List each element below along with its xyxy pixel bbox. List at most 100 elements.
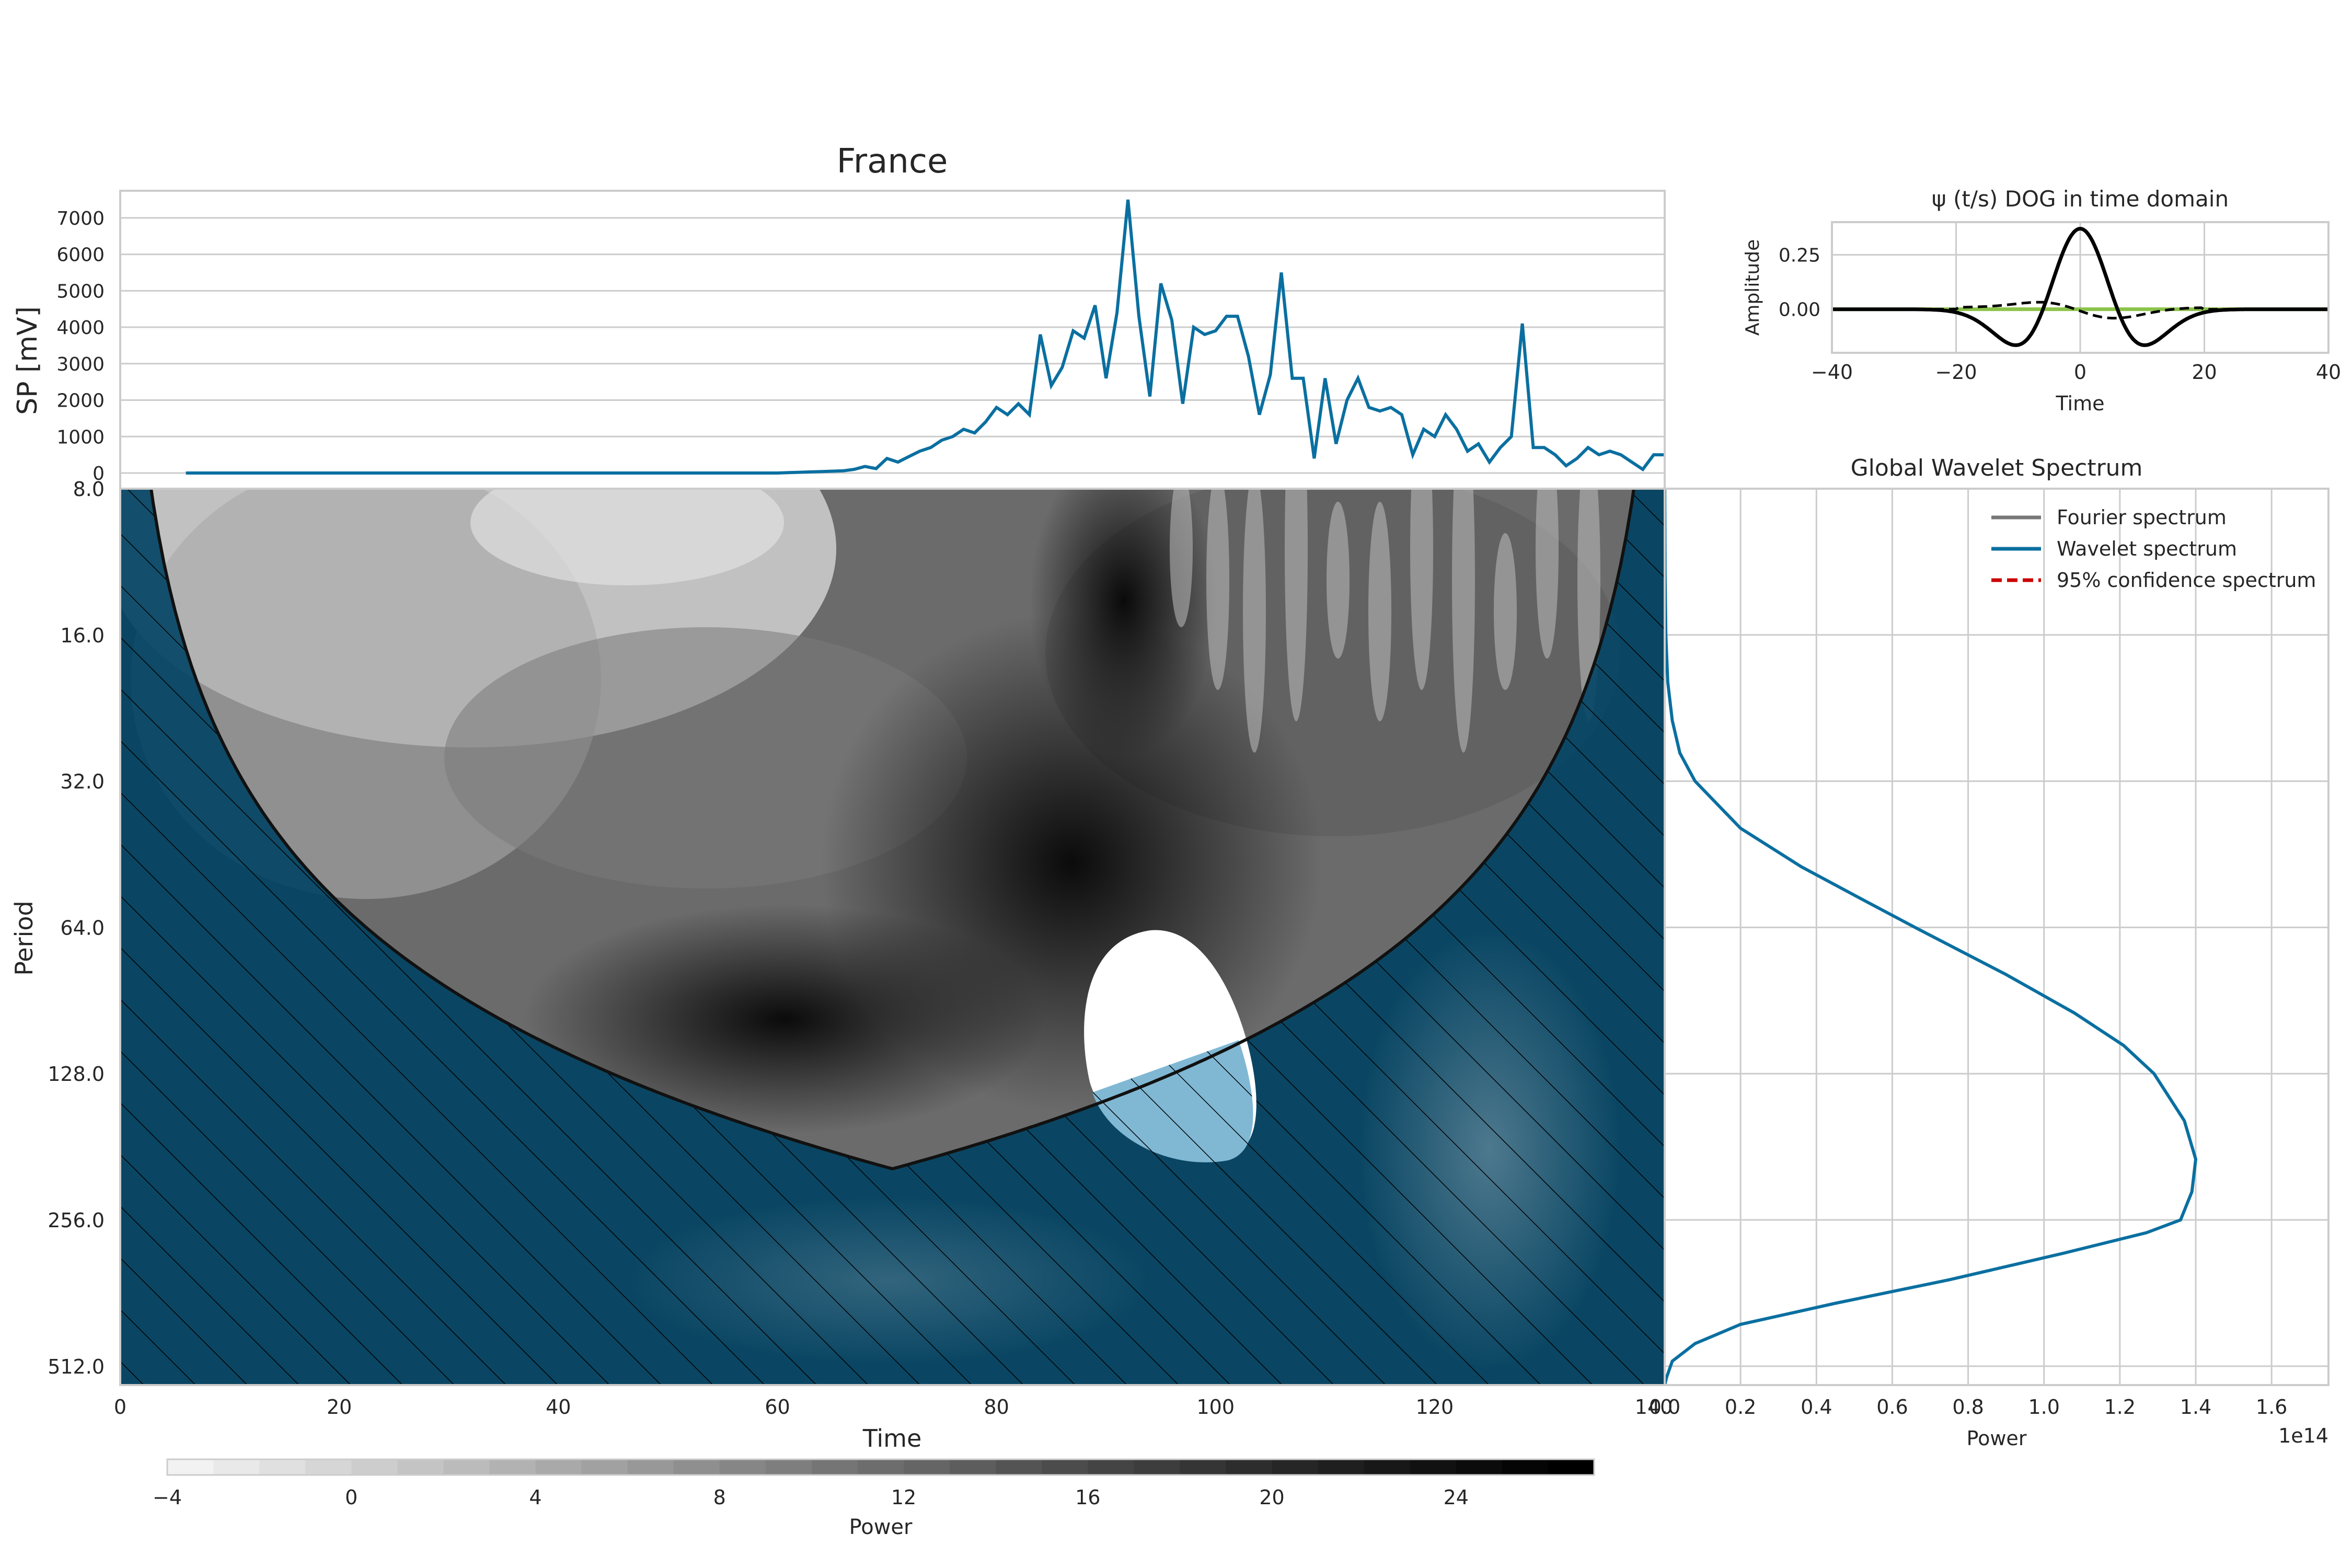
streak <box>1206 489 1229 690</box>
time-series-line <box>186 199 1665 475</box>
colorbar-step <box>1318 1459 1365 1475</box>
streak <box>1368 502 1391 721</box>
colorbar-tick-label: 0 <box>345 1486 358 1509</box>
power-tick-label: 1.4 <box>2180 1396 2211 1419</box>
colorbar-tick-label: 12 <box>891 1486 916 1509</box>
period-tick-label: 256.0 <box>48 1209 105 1232</box>
colorbar-step <box>167 1459 214 1475</box>
colorbar-step <box>1226 1459 1273 1475</box>
period-tick-label: 8.0 <box>73 478 105 501</box>
colorbar-step <box>489 1459 536 1475</box>
time-tick-label: 120 <box>1416 1396 1454 1419</box>
mw-solid-line <box>1832 226 2328 347</box>
colorbar-step <box>1502 1459 1549 1475</box>
ts-ytick-label: 1000 <box>56 426 105 448</box>
significance-hatch <box>1092 1040 1253 1162</box>
power-ticks: 0.0 0.2 0.4 0.6 0.8 1.0 1.2 1.4 1.6 <box>1649 1396 2288 1419</box>
time-series-title: France <box>837 142 948 181</box>
power-tick-label: 1.6 <box>2256 1396 2287 1419</box>
mw-ytick-label: 0.25 <box>1779 245 1820 267</box>
global-spectrum-panel: Global Wavelet Spectrum 0.0 0.2 0.4 0.6 0.8 1… <box>1649 455 2330 1450</box>
mw-ytick-label: 0.00 <box>1779 299 1820 321</box>
time-tick-label: 80 <box>984 1396 1009 1419</box>
legend-confidence-label: 95% confidence spectrum <box>2057 569 2316 592</box>
colorbar-tick-label: 8 <box>713 1486 726 1509</box>
time-tick-label: 100 <box>1196 1396 1235 1419</box>
power-tick-label: 0.8 <box>1952 1396 1984 1419</box>
ts-ytick-label: 2000 <box>56 390 105 412</box>
colorbar-step <box>581 1459 628 1475</box>
period-tick-label: 32.0 <box>60 770 105 793</box>
streak <box>1494 533 1517 690</box>
wavelet-ylabel: Period <box>10 901 38 975</box>
streak <box>1170 489 1193 627</box>
ts-ytick-label: 4000 <box>56 317 105 339</box>
colorbar-step <box>397 1459 444 1475</box>
time-series-grid <box>120 217 1665 474</box>
colorbar-step <box>1042 1459 1089 1475</box>
ts-ytick-label: 7000 <box>56 208 105 229</box>
light-region-3 <box>470 489 784 585</box>
mother-wavelet-ylabel: Amplitude <box>1742 239 1763 336</box>
colorbar-step <box>673 1459 720 1475</box>
colorbar-step <box>259 1459 306 1475</box>
time-tick-label: 0 <box>114 1396 126 1419</box>
time-series-ylabel: SP [mV] <box>12 306 43 415</box>
period-tick-label: 16.0 <box>60 624 105 647</box>
colorbar-step <box>627 1459 674 1475</box>
period-tick-label: 512.0 <box>48 1355 105 1378</box>
colorbar-step <box>996 1459 1043 1475</box>
mw-xtick-label: 20 <box>2192 361 2217 384</box>
colorbar-step <box>443 1459 490 1475</box>
colorbar: −4 0 4 8 12 16 20 24 Power <box>153 1458 1595 1539</box>
colorbar-tick-label: 24 <box>1444 1486 1469 1509</box>
colorbar-tick-label: −4 <box>153 1486 182 1509</box>
global-spectrum-grid <box>1664 488 2328 1385</box>
period-tick-label: 128.0 <box>48 1063 105 1086</box>
time-ticks: 0 20 40 60 80 100 120 140 <box>114 1396 1673 1419</box>
colorbar-step <box>1410 1459 1457 1475</box>
global-spectrum-xlabel: Power <box>1967 1427 2027 1450</box>
ts-ytick-label: 6000 <box>56 245 105 266</box>
colorbar-tick-label: 4 <box>529 1486 541 1509</box>
mother-wavelet-frame <box>1831 221 2330 354</box>
power-tick-label: 0.6 <box>1876 1396 1908 1419</box>
streak <box>1410 489 1433 690</box>
colorbar-step <box>305 1459 352 1475</box>
colorbar-step <box>857 1459 905 1475</box>
ts-ytick-label: 3000 <box>56 354 105 375</box>
colorbar-step <box>213 1459 260 1475</box>
mw-xtick-label: −20 <box>1935 361 1977 384</box>
colorbar-step <box>765 1459 812 1475</box>
period-tick-label: 64.0 <box>60 916 105 939</box>
colorbar-step <box>1180 1459 1227 1475</box>
power-tick-label: 0.4 <box>1801 1396 1832 1419</box>
streak <box>1327 502 1350 659</box>
mother-wavelet-ticks: −40 −20 0 20 40 0.00 0.25 <box>1779 245 2341 384</box>
global-spectrum-title: Global Wavelet Spectrum <box>1851 455 2143 481</box>
colorbar-ticks: −4 0 4 8 12 16 20 24 <box>153 1486 1469 1509</box>
global-spectrum-frame <box>1664 488 2330 1386</box>
legend: Fourier spectrum Wavelet spectrum 95% co… <box>1991 506 2316 592</box>
streak <box>1243 489 1266 753</box>
mother-wavelet-grid <box>1831 222 2330 353</box>
colorbar-steps <box>167 1459 1595 1475</box>
power-tick-label: 0.2 <box>1725 1396 1756 1419</box>
time-series-yticks: 0 1000 2000 3000 4000 5000 6000 7000 <box>56 208 105 485</box>
colorbar-step <box>719 1459 766 1475</box>
colorbar-tick-label: 16 <box>1075 1486 1100 1509</box>
time-series-panel: France SP [mV] 0 1000 2000 3000 4000 5000 6000… <box>12 142 1666 490</box>
global-spectrum-offset: 1e14 <box>2278 1424 2328 1447</box>
cone-hatching <box>120 489 1665 1385</box>
mother-wavelet-lines <box>1832 226 2328 347</box>
ts-ytick-label: 5000 <box>56 281 105 302</box>
colorbar-tick-label: 20 <box>1259 1486 1284 1509</box>
colorbar-step <box>1134 1459 1181 1475</box>
streak <box>1285 489 1308 721</box>
time-tick-label: 60 <box>765 1396 790 1419</box>
time-series-frame <box>119 190 1666 490</box>
colorbar-step <box>904 1459 951 1475</box>
mw-xtick-label: −40 <box>1811 361 1853 384</box>
wavelet-spectrum-line <box>1665 489 2198 1385</box>
